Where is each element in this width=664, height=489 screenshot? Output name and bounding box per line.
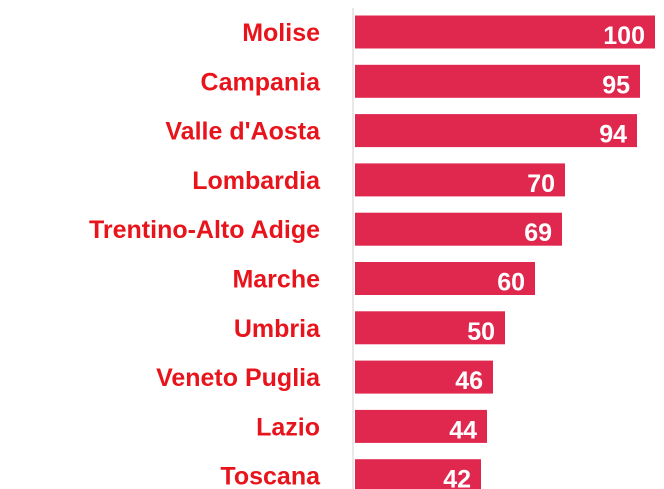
value-label: 50 <box>467 318 495 346</box>
bar <box>355 409 487 443</box>
value-label: 44 <box>449 416 477 444</box>
bar <box>355 212 562 246</box>
bar <box>355 459 481 489</box>
category-label: Veneto Puglia <box>156 364 321 392</box>
category-label: Lazio <box>256 413 320 441</box>
category-label: Toscana <box>220 463 321 489</box>
value-label: 42 <box>443 466 471 489</box>
bar <box>355 262 535 295</box>
category-label: Lombardia <box>192 167 321 195</box>
value-label: 95 <box>602 71 630 99</box>
category-label: Trentino-Alto Adige <box>89 216 320 244</box>
category-label: Molise <box>242 19 320 47</box>
value-label: 46 <box>455 367 483 395</box>
category-label: Marche <box>232 266 320 294</box>
bar <box>355 114 637 148</box>
value-label: 69 <box>524 219 552 247</box>
bar <box>355 64 640 98</box>
bar <box>355 163 565 197</box>
bar <box>355 360 493 394</box>
bar <box>355 15 655 49</box>
category-label: Umbria <box>234 315 321 343</box>
category-label: Valle d'Aosta <box>165 118 321 146</box>
category-label: Campania <box>201 68 322 96</box>
value-label: 94 <box>599 121 627 149</box>
bar <box>355 311 505 345</box>
value-label: 100 <box>603 22 645 50</box>
value-label: 70 <box>527 170 555 198</box>
value-label: 60 <box>497 269 525 297</box>
